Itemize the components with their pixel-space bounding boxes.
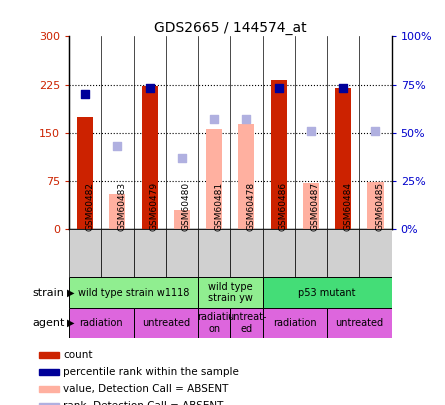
Bar xyxy=(39,403,59,405)
Bar xyxy=(327,229,360,277)
Text: value, Detection Call = ABSENT: value, Detection Call = ABSENT xyxy=(63,384,229,394)
Text: count: count xyxy=(63,350,93,360)
Text: GSM60480: GSM60480 xyxy=(182,182,191,231)
Point xyxy=(146,85,153,92)
Point xyxy=(340,85,347,92)
Text: ▶: ▶ xyxy=(67,318,74,328)
Bar xyxy=(295,229,327,277)
Text: untreated: untreated xyxy=(142,318,190,328)
Bar xyxy=(39,352,59,358)
Bar xyxy=(39,386,59,392)
Text: agent: agent xyxy=(32,318,65,328)
Bar xyxy=(39,369,59,375)
Bar xyxy=(198,229,231,277)
Bar xyxy=(231,308,263,338)
Bar xyxy=(360,229,392,277)
Bar xyxy=(166,229,198,277)
Bar xyxy=(263,308,327,338)
Bar xyxy=(134,229,166,277)
Text: GSM60486: GSM60486 xyxy=(279,182,287,231)
Point xyxy=(210,116,218,122)
Text: GSM60479: GSM60479 xyxy=(150,182,158,231)
Bar xyxy=(142,87,158,229)
Point xyxy=(178,154,186,161)
Text: p53 mutant: p53 mutant xyxy=(298,288,356,298)
Bar xyxy=(263,277,392,308)
Bar xyxy=(335,88,351,229)
Bar xyxy=(368,182,384,229)
Text: untreat-
ed: untreat- ed xyxy=(227,312,266,334)
Bar xyxy=(198,277,263,308)
Text: GSM60478: GSM60478 xyxy=(247,182,255,231)
Bar xyxy=(327,308,392,338)
Point xyxy=(114,143,121,149)
Text: GSM60483: GSM60483 xyxy=(117,182,126,231)
Text: radiation: radiation xyxy=(273,318,317,328)
Text: strain: strain xyxy=(32,288,65,298)
Text: percentile rank within the sample: percentile rank within the sample xyxy=(63,367,239,377)
Bar xyxy=(198,308,231,338)
Bar xyxy=(263,229,295,277)
Title: GDS2665 / 144574_at: GDS2665 / 144574_at xyxy=(154,21,307,35)
Text: wild type
strain yw: wild type strain yw xyxy=(208,282,253,303)
Bar xyxy=(174,210,190,229)
Text: GSM60487: GSM60487 xyxy=(311,182,320,231)
Point xyxy=(81,91,89,98)
Text: GSM60485: GSM60485 xyxy=(376,182,384,231)
Point xyxy=(243,116,250,122)
Bar xyxy=(109,194,125,229)
Bar xyxy=(69,229,101,277)
Bar xyxy=(77,117,93,229)
Bar xyxy=(69,308,134,338)
Text: GSM60481: GSM60481 xyxy=(214,182,223,231)
Bar xyxy=(239,124,255,229)
Text: GSM60482: GSM60482 xyxy=(85,182,94,231)
Bar xyxy=(101,229,134,277)
Point xyxy=(372,128,379,134)
Text: rank, Detection Call = ABSENT: rank, Detection Call = ABSENT xyxy=(63,401,223,405)
Bar xyxy=(69,277,198,308)
Text: wild type strain w1118: wild type strain w1118 xyxy=(78,288,189,298)
Text: untreated: untreated xyxy=(335,318,384,328)
Point xyxy=(275,85,282,92)
Text: ▶: ▶ xyxy=(67,288,74,298)
Bar xyxy=(271,80,287,229)
Bar xyxy=(231,229,263,277)
Bar xyxy=(303,183,319,229)
Bar xyxy=(206,130,222,229)
Point xyxy=(307,128,315,134)
Bar xyxy=(134,308,198,338)
Text: GSM60484: GSM60484 xyxy=(343,182,352,231)
Text: radiati-
on: radiati- on xyxy=(197,312,232,334)
Text: radiation: radiation xyxy=(79,318,123,328)
